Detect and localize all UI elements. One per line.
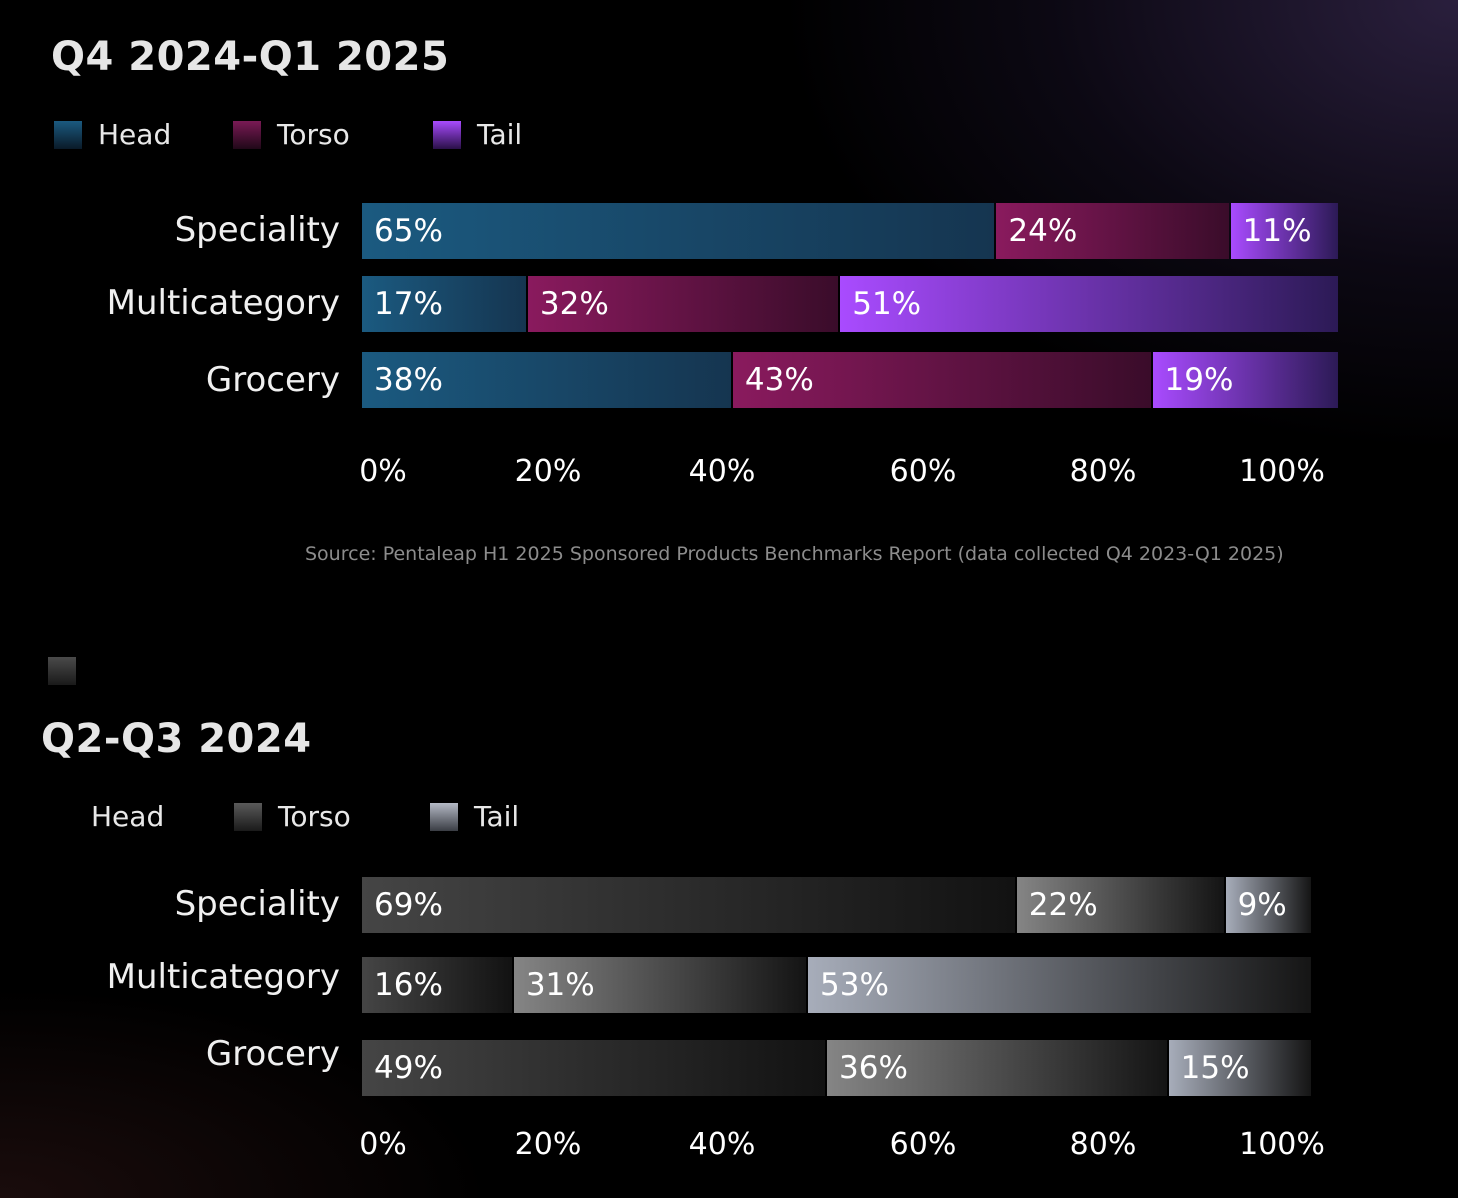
bar-grocery-torso: 36% bbox=[827, 1040, 1167, 1096]
chart-2-category-speciality: Speciality bbox=[174, 884, 340, 924]
chart-2-tick-80: 80% bbox=[1069, 1127, 1137, 1162]
bar-grocery-head: 38% bbox=[362, 352, 731, 408]
legend-swatch-torso bbox=[234, 802, 262, 831]
legend-label-head: Head bbox=[98, 118, 172, 151]
bar-grocery-tail: 15% bbox=[1168, 1040, 1311, 1096]
chart-2-legend-torso: Torso bbox=[234, 800, 351, 833]
bar-speciality-tail: 11% bbox=[1230, 203, 1338, 259]
legend-swatch-head bbox=[54, 120, 82, 149]
chart-1-source-note: Source: Pentaleap H1 2025 Sponsored Prod… bbox=[305, 543, 1284, 565]
data-label-grocery-head: 49% bbox=[374, 1050, 443, 1086]
data-label-multicategory-head: 16% bbox=[374, 967, 443, 1003]
section-marker-icon bbox=[48, 657, 76, 685]
bar-speciality-torso: 24% bbox=[996, 203, 1229, 259]
bar-grocery-head: 49% bbox=[362, 1040, 825, 1096]
chart-1-category-speciality: Speciality bbox=[174, 210, 340, 250]
legend-label-torso: Torso bbox=[278, 800, 351, 833]
chart-2-tick-60: 60% bbox=[889, 1127, 957, 1162]
legend-label-torso: Torso bbox=[277, 118, 350, 151]
data-label-speciality-torso: 22% bbox=[1028, 887, 1098, 923]
chart-2-category-multicategory: Multicategory bbox=[106, 957, 340, 997]
bar-speciality-head: 69% bbox=[362, 877, 1015, 933]
data-label-grocery-tail: 15% bbox=[1180, 1050, 1250, 1086]
bar-multicategory-tail: 51% bbox=[840, 276, 1338, 332]
chart-1-tick-80: 80% bbox=[1069, 454, 1137, 489]
bar-speciality-torso: 22% bbox=[1016, 877, 1224, 933]
chart-1-legend-torso: Torso bbox=[233, 118, 350, 151]
bar-multicategory-tail: 53% bbox=[808, 957, 1311, 1013]
chart-1-legend-head: Head bbox=[54, 118, 171, 151]
bar-speciality-tail: 9% bbox=[1225, 877, 1311, 933]
legend-label-head: Head bbox=[91, 800, 165, 833]
data-label-speciality-head: 69% bbox=[374, 887, 443, 923]
bar-grocery-torso: 43% bbox=[732, 352, 1151, 408]
data-label-speciality-tail: 11% bbox=[1242, 213, 1312, 249]
chart-1-category-multicategory: Multicategory bbox=[106, 283, 340, 323]
chart-1-tick-20: 20% bbox=[514, 454, 582, 489]
chart-1-tick-60: 60% bbox=[889, 454, 957, 489]
legend-swatch-torso bbox=[233, 120, 261, 149]
chart-1-tick-0: 0% bbox=[359, 454, 407, 489]
bar-multicategory-torso: 32% bbox=[527, 276, 839, 332]
data-label-multicategory-torso: 31% bbox=[525, 967, 595, 1003]
bar-speciality-head: 65% bbox=[362, 203, 995, 259]
bar-multicategory-head: 17% bbox=[362, 276, 526, 332]
data-label-grocery-tail: 19% bbox=[1164, 362, 1234, 398]
data-label-speciality-tail: 9% bbox=[1237, 887, 1287, 923]
data-label-multicategory-torso: 32% bbox=[539, 286, 609, 322]
legend-label-tail: Tail bbox=[474, 800, 520, 833]
chart-2-legend-tail: Tail bbox=[430, 800, 519, 833]
chart-1-category-grocery: Grocery bbox=[205, 360, 340, 400]
data-label-grocery-torso: 43% bbox=[744, 362, 814, 398]
chart-2-title: Q2-Q3 2024 bbox=[41, 716, 312, 762]
chart-1-title: Q4 2024-Q1 2025 bbox=[51, 34, 450, 80]
data-label-multicategory-head: 17% bbox=[374, 286, 443, 322]
chart-1-tick-40: 40% bbox=[688, 454, 756, 489]
chart-2-category-grocery: Grocery bbox=[205, 1034, 340, 1074]
data-label-grocery-torso: 36% bbox=[839, 1050, 908, 1086]
chart-1-legend-tail: Tail bbox=[433, 118, 522, 151]
chart-1-tick-100: 100% bbox=[1239, 454, 1325, 489]
bar-multicategory-torso: 31% bbox=[513, 957, 807, 1013]
legend-swatch-tail bbox=[433, 120, 461, 149]
data-label-multicategory-tail: 53% bbox=[820, 967, 889, 1003]
chart-2-tick-20: 20% bbox=[514, 1127, 582, 1162]
data-label-grocery-head: 38% bbox=[374, 362, 443, 398]
chart-2-tick-0: 0% bbox=[359, 1127, 407, 1162]
legend-swatch-tail bbox=[430, 802, 458, 831]
chart-2-tick-100: 100% bbox=[1239, 1127, 1325, 1162]
chart-2-tick-40: 40% bbox=[688, 1127, 756, 1162]
chart-2-legend-head: Head bbox=[91, 800, 164, 833]
bar-multicategory-head: 16% bbox=[362, 957, 512, 1013]
legend-label-tail: Tail bbox=[477, 118, 523, 151]
data-label-multicategory-tail: 51% bbox=[852, 286, 922, 322]
data-label-speciality-torso: 24% bbox=[1008, 213, 1078, 249]
bar-grocery-tail: 19% bbox=[1152, 352, 1338, 408]
data-label-speciality-head: 65% bbox=[374, 213, 443, 249]
